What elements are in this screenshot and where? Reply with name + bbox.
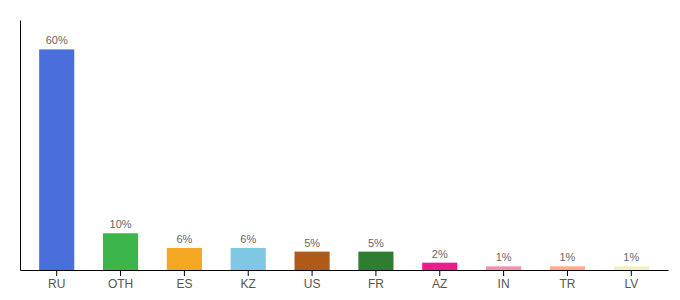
x-tick-label: US	[304, 277, 321, 291]
x-tick-mark	[120, 270, 121, 276]
x-tick: IN	[498, 270, 510, 291]
data-label: 5%	[368, 237, 384, 249]
bars	[39, 49, 649, 270]
chart: RU OTH ES KZ US FR AZ IN TR LV 60% 10% 6% 6% 5% 5% 2% 1% 1…	[0, 0, 680, 300]
x-tick-label: FR	[368, 277, 384, 291]
x-tick-label: OTH	[108, 277, 133, 291]
x-tick-label: AZ	[432, 277, 447, 291]
x-tick-mark	[631, 270, 632, 276]
x-tick-mark	[248, 270, 249, 276]
bar	[295, 252, 330, 270]
bar	[550, 266, 585, 270]
plot-area: RU OTH ES KZ US FR AZ IN TR LV 60% 10% 6% 6% 5% 5% 2% 1% 1…	[21, 21, 669, 291]
x-tick: OTH	[108, 270, 133, 291]
x-tick-label: IN	[498, 277, 510, 291]
x-tick-label: TR	[559, 277, 575, 291]
y-axis-line	[20, 21, 21, 271]
x-tick: ES	[176, 270, 192, 291]
bar	[358, 252, 393, 270]
x-tick-mark	[503, 270, 504, 276]
data-label: 1%	[623, 251, 639, 263]
bar	[39, 49, 74, 270]
x-tick: FR	[368, 270, 384, 291]
x-tick-label: LV	[624, 277, 638, 291]
x-tick: LV	[624, 270, 638, 291]
x-tick: RU	[48, 270, 65, 291]
bar	[167, 248, 202, 270]
x-tick-mark	[312, 270, 313, 276]
x-tick-mark	[375, 270, 376, 276]
data-label: 10%	[110, 218, 132, 230]
x-tick: US	[304, 270, 321, 291]
x-tick-mark	[567, 270, 568, 276]
data-label: 2%	[432, 248, 448, 260]
bar	[486, 266, 521, 270]
data-label: 60%	[46, 34, 68, 46]
x-tick-label: KZ	[241, 277, 256, 291]
x-tick-label: RU	[48, 277, 65, 291]
data-label: 6%	[176, 233, 192, 245]
data-label: 1%	[559, 251, 575, 263]
bar	[614, 266, 649, 270]
data-label: 6%	[240, 233, 256, 245]
x-axis-line	[21, 270, 669, 271]
data-labels: 60% 10% 6% 6% 5% 5% 2% 1% 1% 1%	[46, 34, 640, 263]
y-axis	[20, 21, 21, 271]
x-tick: TR	[559, 270, 575, 291]
x-axis: RU OTH ES KZ US FR AZ IN TR LV	[21, 270, 669, 291]
x-tick-mark	[56, 270, 57, 276]
bar	[103, 233, 138, 270]
x-tick: KZ	[241, 270, 256, 291]
x-tick: AZ	[432, 270, 447, 291]
x-tick-mark	[439, 270, 440, 276]
x-tick-mark	[184, 270, 185, 276]
bar	[422, 263, 457, 270]
bar	[231, 248, 266, 270]
data-label: 5%	[304, 237, 320, 249]
data-label: 1%	[496, 251, 512, 263]
x-tick-label: ES	[176, 277, 192, 291]
